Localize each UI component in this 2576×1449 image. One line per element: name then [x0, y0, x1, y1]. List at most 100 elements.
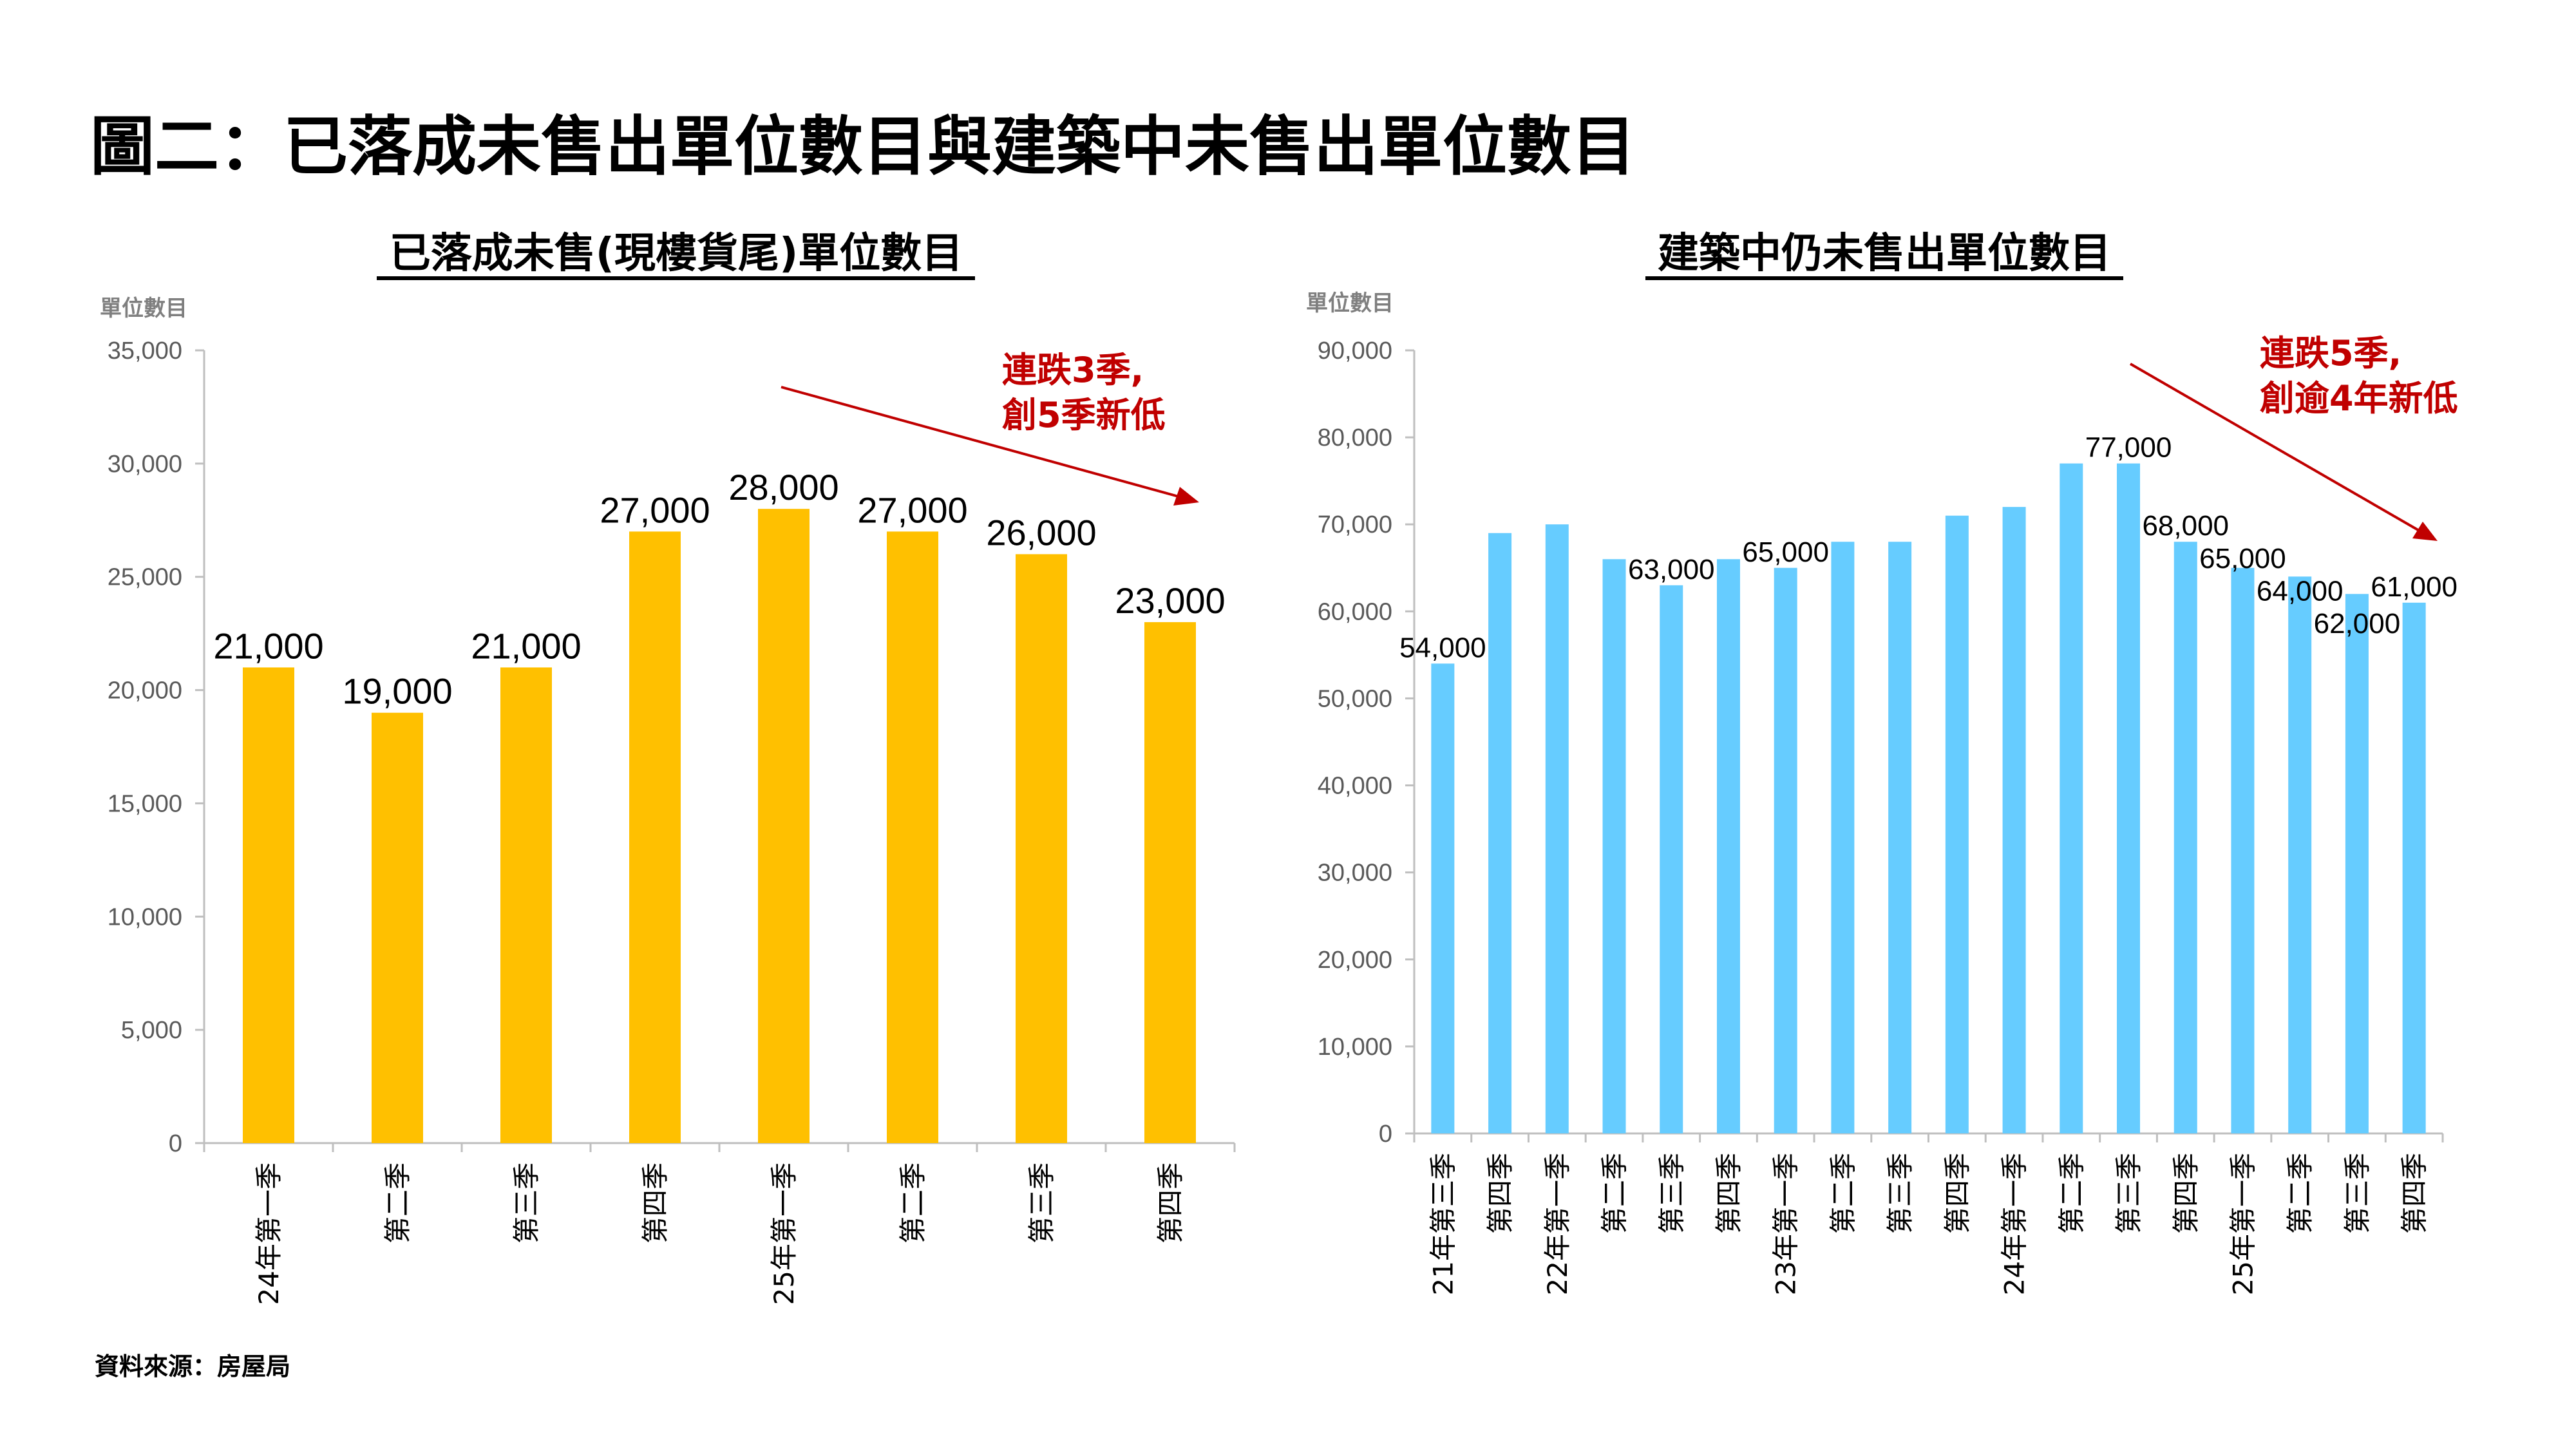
left-bar	[1144, 622, 1196, 1143]
left-bar	[243, 667, 294, 1143]
right-annotation-line1: 連跌5季,	[2260, 333, 2401, 374]
right-category-label: 第二季	[2056, 1153, 2087, 1234]
left-bar	[1016, 554, 1067, 1143]
right-bar	[2231, 567, 2255, 1133]
right-bar	[1945, 515, 1969, 1133]
right-y-tick-label: 50,000	[1318, 685, 1392, 712]
right-y-tick-label: 90,000	[1318, 337, 1392, 365]
right-y-tick-label: 80,000	[1318, 424, 1392, 451]
right-data-label: 62,000	[2314, 608, 2401, 639]
left-bar	[758, 509, 810, 1143]
right-data-label: 77,000	[2085, 432, 2172, 464]
left-data-label: 27,000	[600, 489, 710, 530]
right-category-label: 24年第一季	[1999, 1153, 2031, 1295]
right-category-label: 第二季	[1599, 1153, 1631, 1234]
right-trend-arrow	[2129, 363, 2423, 533]
left-bar	[629, 531, 681, 1143]
right-data-label: 61,000	[2371, 571, 2458, 603]
right-category-label: 21年第三季	[1427, 1153, 1459, 1295]
right-category-label: 22年第一季	[1542, 1153, 1573, 1295]
left-data-label: 28,000	[728, 467, 838, 507]
right-data-label: 65,000	[1742, 536, 1829, 568]
left-annotation-line1: 連跌3季,	[1002, 350, 1144, 390]
left-data-label: 21,000	[213, 625, 323, 666]
right-y-tick-label: 40,000	[1318, 773, 1392, 800]
right-category-label: 第四季	[1484, 1153, 1516, 1234]
right-bar	[1831, 542, 1855, 1133]
right-bar	[1716, 559, 1740, 1133]
right-bar	[2060, 463, 2083, 1133]
right-data-label: 68,000	[2142, 510, 2229, 542]
right-bar	[1488, 533, 1512, 1133]
left-data-label: 21,000	[471, 625, 581, 666]
right-bar	[1660, 585, 1683, 1133]
left-category-label: 第三季	[511, 1162, 542, 1244]
right-chart-title: 建築中仍未售出單位數目	[1658, 230, 2111, 278]
right-category-label: 第二季	[2284, 1153, 2316, 1234]
left-category-label: 第四季	[1155, 1162, 1186, 1244]
left-category-label: 25年第一季	[768, 1162, 800, 1305]
right-bar	[2345, 594, 2369, 1133]
left-y-tick-label: 0	[169, 1130, 182, 1157]
right-category-label: 第四季	[2170, 1153, 2202, 1234]
right-bar	[1888, 542, 1912, 1133]
left-y-tick-label: 25,000	[108, 564, 182, 591]
right-y-axis-label: 單位數目	[1306, 290, 1394, 316]
right-category-label: 第三季	[1656, 1153, 1687, 1234]
right-category-label: 23年第一季	[1770, 1153, 1802, 1295]
right-category-label: 第二季	[1827, 1153, 1859, 1234]
right-bar	[2174, 542, 2197, 1133]
right-category-label: 第三季	[2342, 1153, 2373, 1234]
figure-title: 圖二：已落成未售出單位數目與建築中未售出單位數目	[90, 109, 1636, 184]
left-y-tick-label: 20,000	[108, 677, 182, 705]
right-y-tick-label: 20,000	[1318, 947, 1392, 974]
right-y-tick-label: 10,000	[1318, 1034, 1392, 1061]
right-arrow-head-icon	[2412, 522, 2438, 541]
left-category-label: 第二季	[897, 1162, 929, 1244]
right-category-label: 第三季	[2113, 1153, 2145, 1234]
right-annotation-line2: 創逾4年新低	[2260, 378, 2458, 419]
right-bar	[2288, 576, 2312, 1133]
left-data-label: 19,000	[342, 671, 452, 712]
left-chart-title: 已落成未售(現樓貨尾)單位數目	[390, 230, 963, 278]
left-category-label: 第二季	[382, 1162, 413, 1244]
right-y-tick-label: 70,000	[1318, 511, 1392, 538]
left-arrow-head-icon	[1173, 487, 1199, 506]
left-chart: 已落成未售(現樓貨尾)單位數目 單位數目 連跌3季, 創5季新低 0 5,000 1…	[100, 230, 1236, 1305]
right-bar	[1431, 663, 1455, 1133]
right-category-label: 第四季	[1713, 1153, 1745, 1234]
left-trend-arrow	[781, 386, 1179, 498]
left-y-tick-label: 35,000	[108, 337, 182, 365]
left-y-axis-label: 單位數目	[100, 296, 187, 321]
source-note: 資料來源：房屋局	[95, 1352, 290, 1381]
left-category-label: 24年第一季	[253, 1162, 285, 1305]
right-bar	[2117, 463, 2141, 1133]
left-y-tick-label: 15,000	[108, 790, 182, 817]
left-annotation-line2: 創5季新低	[1002, 395, 1166, 435]
left-data-label: 23,000	[1115, 580, 1225, 621]
right-category-label: 第四季	[2399, 1153, 2430, 1234]
left-y-tick-label: 5,000	[121, 1017, 182, 1044]
right-bar	[1774, 567, 1797, 1133]
right-data-label: 65,000	[2199, 543, 2286, 574]
right-data-label: 63,000	[1628, 554, 1715, 585]
left-category-label: 第四季	[639, 1162, 671, 1244]
right-category-label: 第四季	[1942, 1153, 1973, 1234]
right-bar	[2402, 602, 2426, 1133]
right-chart: 建築中仍未售出單位數目 單位數目 連跌5季, 創逾4年新低 0 10,000 20,…	[1306, 230, 2458, 1295]
right-bar	[2002, 507, 2026, 1133]
right-bar	[1545, 524, 1569, 1133]
left-bar	[500, 667, 552, 1143]
left-data-label: 27,000	[857, 489, 967, 530]
left-data-label: 26,000	[986, 513, 1096, 553]
right-category-label: 第三季	[1884, 1153, 1916, 1234]
right-y-tick-label: 30,000	[1318, 860, 1392, 887]
right-category-label: 25年第一季	[2227, 1153, 2259, 1295]
right-bar	[1602, 559, 1626, 1133]
right-y-tick-label: 60,000	[1318, 598, 1392, 625]
left-category-label: 第三季	[1026, 1162, 1057, 1244]
left-bar	[887, 531, 938, 1143]
left-y-tick-label: 10,000	[108, 904, 182, 931]
right-y-tick-label: 0	[1379, 1121, 1392, 1148]
